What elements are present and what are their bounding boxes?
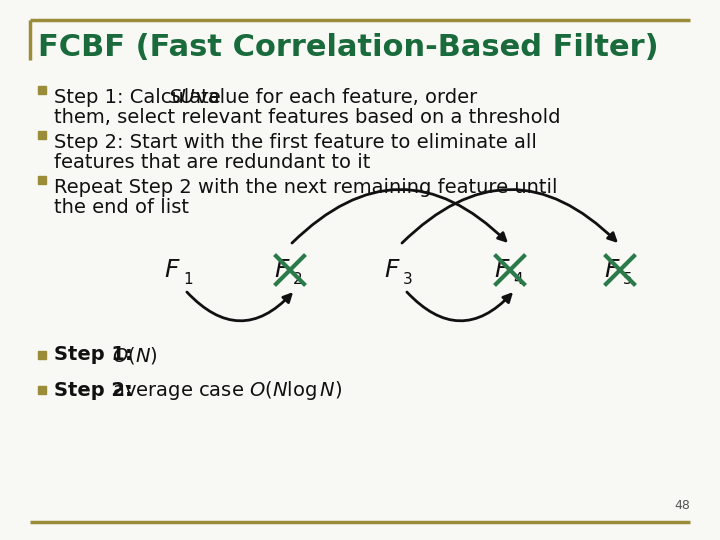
Text: $\it{F}$: $\it{F}$ bbox=[494, 258, 510, 282]
Text: 2: 2 bbox=[293, 273, 303, 287]
FancyArrowPatch shape bbox=[407, 292, 511, 321]
Text: 4: 4 bbox=[513, 273, 523, 287]
Text: Step 1:: Step 1: bbox=[54, 346, 132, 365]
Text: $\it{F}$: $\it{F}$ bbox=[163, 258, 180, 282]
Text: Step 2: Start with the first feature to eliminate all: Step 2: Start with the first feature to … bbox=[54, 133, 537, 152]
Text: the end of list: the end of list bbox=[54, 198, 189, 217]
Text: average case $\mathit{O}(\mathit{N}\log\mathit{N})$: average case $\mathit{O}(\mathit{N}\log\… bbox=[106, 379, 342, 402]
Text: features that are redundant to it: features that are redundant to it bbox=[54, 153, 370, 172]
Text: 1: 1 bbox=[183, 273, 193, 287]
FancyArrowPatch shape bbox=[402, 190, 616, 243]
Text: Step 1: Calculate: Step 1: Calculate bbox=[54, 88, 227, 107]
Text: $\it{F}$: $\it{F}$ bbox=[384, 258, 400, 282]
Text: 48: 48 bbox=[674, 499, 690, 512]
Text: $\mathit{O}(\mathit{N})$: $\mathit{O}(\mathit{N})$ bbox=[106, 345, 158, 366]
Text: FCBF (Fast Correlation-Based Filter): FCBF (Fast Correlation-Based Filter) bbox=[38, 33, 659, 62]
Text: Repeat Step 2 with the next remaining feature until: Repeat Step 2 with the next remaining fe… bbox=[54, 178, 557, 197]
Text: them, select relevant features based on a threshold: them, select relevant features based on … bbox=[54, 108, 560, 127]
Text: 3: 3 bbox=[403, 273, 413, 287]
Text: SU: SU bbox=[169, 88, 196, 107]
Text: 5: 5 bbox=[624, 273, 633, 287]
Text: $\it{F}$: $\it{F}$ bbox=[274, 258, 290, 282]
FancyArrowPatch shape bbox=[292, 190, 506, 243]
Text: value for each feature, order: value for each feature, order bbox=[190, 88, 477, 107]
Text: Step 2:: Step 2: bbox=[54, 381, 132, 400]
Text: $\it{F}$: $\it{F}$ bbox=[603, 258, 621, 282]
FancyArrowPatch shape bbox=[187, 292, 291, 321]
